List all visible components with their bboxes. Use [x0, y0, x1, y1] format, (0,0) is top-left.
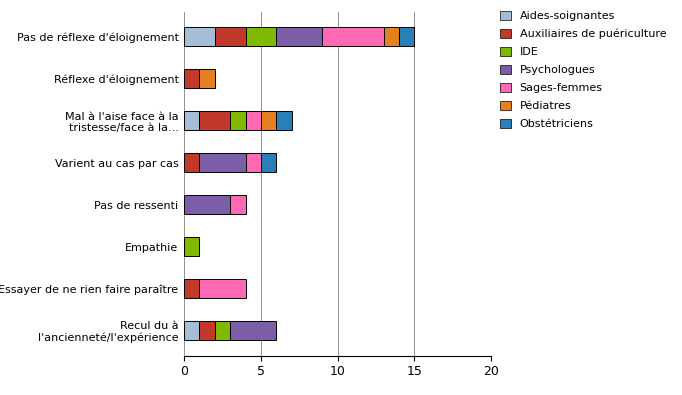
- Bar: [261, 111, 276, 130]
- Bar: [184, 28, 215, 46]
- Bar: [246, 28, 276, 46]
- Bar: [261, 153, 276, 172]
- Bar: [231, 111, 246, 130]
- Bar: [323, 28, 383, 46]
- Bar: [200, 321, 215, 340]
- Bar: [184, 279, 200, 298]
- Bar: [184, 195, 231, 214]
- Bar: [184, 321, 200, 340]
- Bar: [200, 111, 231, 130]
- Bar: [184, 237, 200, 256]
- Bar: [399, 28, 415, 46]
- Bar: [246, 111, 261, 130]
- Bar: [276, 28, 323, 46]
- Bar: [200, 279, 246, 298]
- Bar: [231, 195, 246, 214]
- Bar: [184, 111, 200, 130]
- Bar: [215, 28, 246, 46]
- Bar: [200, 153, 246, 172]
- Bar: [200, 70, 215, 88]
- Bar: [184, 153, 200, 172]
- Bar: [215, 321, 231, 340]
- Legend: Aides-soignantes, Auxiliaires de puériculture, IDE, Psychologues, Sages-femmes, : Aides-soignantes, Auxiliaires de puéricu…: [500, 11, 666, 129]
- Bar: [246, 153, 261, 172]
- Bar: [276, 111, 292, 130]
- Bar: [383, 28, 399, 46]
- Bar: [184, 70, 200, 88]
- Bar: [231, 321, 276, 340]
